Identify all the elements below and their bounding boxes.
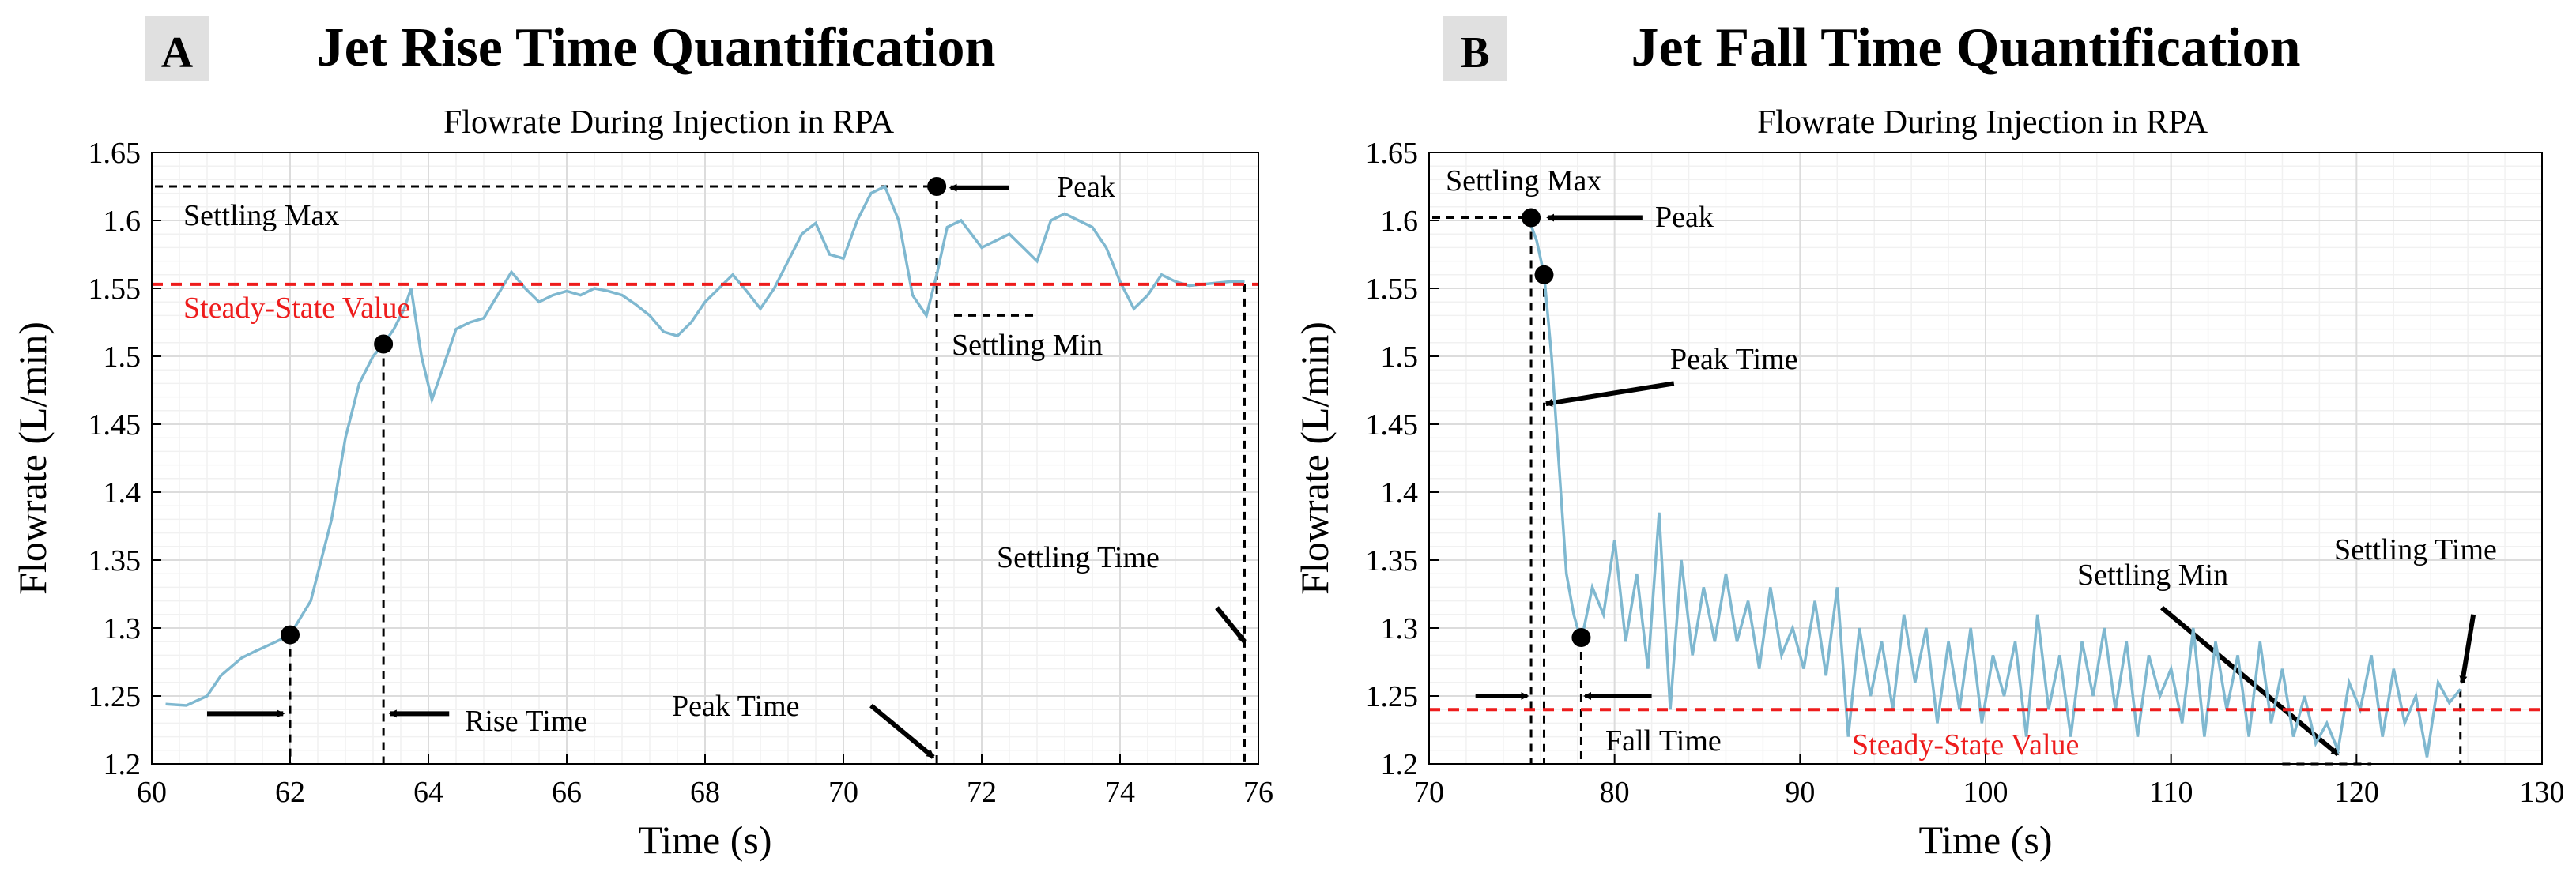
panel-a-plot-frame <box>151 152 1259 765</box>
y-tick-label: 1.45 <box>1366 408 1419 442</box>
x-tick-label: 110 <box>2149 776 2193 809</box>
panel-b-plot-frame <box>1428 152 2543 765</box>
panel-a-settling-max-label: Settling Max <box>183 199 339 232</box>
panel-b-settling-time-label: Settling Time <box>2334 533 2497 566</box>
panel-b-chart-title: Flowrate During Injection in RPA <box>1757 104 2208 141</box>
x-tick-label: 64 <box>413 776 443 809</box>
y-tick-label: 1.35 <box>1366 544 1419 577</box>
panel-b-steady-state-label: Steady-State Value <box>1852 728 2079 762</box>
panel-a-x-ticks: 60 62 64 66 68 70 72 74 76 <box>137 754 1273 809</box>
panel-a-y-axis-label: Flowrate (L/min) <box>10 322 55 595</box>
y-tick-label: 1.55 <box>89 273 141 306</box>
panel-b-y-ticks: 1.2 1.25 1.3 1.35 1.4 1.45 1.5 1.55 1.6 1.65 <box>1366 137 1439 781</box>
panel-b-annotations <box>1432 213 2476 766</box>
x-tick-label: 66 <box>552 776 582 809</box>
y-tick-label: 1.25 <box>89 680 141 713</box>
panel-a-settling-min-label: Settling Min <box>952 329 1103 362</box>
y-tick-label: 1.5 <box>1381 340 1419 374</box>
panel-b-plot: 70 80 90 100 110 120 130 1.2 1.25 1.3 1.35 1.4 1.45… <box>1366 137 2565 809</box>
x-tick-label: 70 <box>1414 776 1444 809</box>
y-tick-label: 1.3 <box>1381 612 1419 645</box>
panel-a-x-axis-label: Time (s) <box>638 818 771 862</box>
settling-time-arrow <box>2459 614 2476 684</box>
y-tick-label: 1.4 <box>1381 476 1419 510</box>
panel-a-plot: 60 62 64 66 68 70 72 74 76 1.2 1.25 1.3 1.35 1.4 1.45… <box>89 137 1274 809</box>
data-point-marker <box>1534 265 1554 284</box>
y-tick-label: 1.5 <box>104 340 141 374</box>
y-tick-label: 1.6 <box>1381 205 1419 238</box>
panel-a-annotations <box>155 183 1247 764</box>
y-tick-label: 1.45 <box>89 408 141 442</box>
panel-b-settling-min-label: Settling Min <box>2077 559 2228 592</box>
panel-b-letter-badge <box>1443 16 1507 81</box>
panel-a-letter-badge <box>145 16 209 81</box>
x-tick-label: 120 <box>2334 776 2379 809</box>
y-tick-label: 1.3 <box>104 612 141 645</box>
panel-b-x-axis-label: Time (s) <box>1918 818 2052 862</box>
panel-b-peak-time-label: Peak Time <box>1670 343 1798 376</box>
panel-a-settling-time-label: Settling Time <box>997 541 1160 574</box>
data-point-marker <box>1571 628 1591 648</box>
x-tick-label: 74 <box>1105 776 1135 809</box>
y-tick-label: 1.35 <box>89 544 141 577</box>
panel-a-y-ticks: 1.2 1.25 1.3 1.35 1.4 1.45 1.5 1.55 1.6 1.65 <box>89 137 161 781</box>
y-tick-label: 1.4 <box>104 476 141 510</box>
x-tick-label: 90 <box>1785 776 1815 809</box>
y-tick-label: 1.65 <box>89 137 141 170</box>
x-tick-label: 72 <box>967 776 997 809</box>
x-tick-label: 68 <box>690 776 720 809</box>
x-tick-label: 62 <box>275 776 305 809</box>
x-tick-label: 130 <box>2520 776 2565 809</box>
panel-b-fall-time-label: Fall Time <box>1605 724 1722 758</box>
y-tick-label: 1.65 <box>1366 137 1419 170</box>
panel-b-heading: Jet Fall Time Quantification <box>1631 17 2300 78</box>
panel-b-grid <box>1428 152 2543 765</box>
panel-a-peak-time-label: Peak Time <box>672 690 800 723</box>
panel-b-x-ticks: 70 80 90 100 110 120 130 <box>1414 754 2565 809</box>
x-tick-label: 100 <box>1963 776 2008 809</box>
y-tick-label: 1.2 <box>1381 748 1419 781</box>
panel-b-y-axis-label: Flowrate (L/min) <box>1292 322 1337 595</box>
peak-time-arrow <box>869 703 935 759</box>
panel-a-peak-label: Peak <box>1057 171 1115 204</box>
peak-time-arrow <box>1544 381 1675 407</box>
panel-a-markers <box>281 177 947 645</box>
panel-a: A Jet Rise Time Quantification Flowrate … <box>10 16 1273 862</box>
x-tick-label: 70 <box>828 776 858 809</box>
data-point-marker <box>927 177 947 196</box>
panel-b-settling-max-label: Settling Max <box>1446 164 1601 197</box>
panel-a-letter: A <box>161 28 194 77</box>
panel-a-chart-title: Flowrate During Injection in RPA <box>443 104 895 141</box>
data-point-marker <box>374 334 394 354</box>
panel-b-peak-label: Peak <box>1655 201 1714 234</box>
x-tick-label: 60 <box>137 776 167 809</box>
y-tick-label: 1.2 <box>104 748 141 781</box>
data-point-marker <box>1522 208 1541 228</box>
panel-a-rise-time-label: Rise Time <box>465 705 587 738</box>
x-tick-label: 76 <box>1243 776 1273 809</box>
settling-time-arrow <box>1215 606 1247 644</box>
x-tick-label: 80 <box>1600 776 1630 809</box>
y-tick-label: 1.25 <box>1366 680 1419 713</box>
settling-min-arrow <box>2160 605 2340 757</box>
panel-b-letter: B <box>1460 28 1489 77</box>
y-tick-label: 1.6 <box>104 205 141 238</box>
data-point-marker <box>281 625 300 645</box>
panel-b-series-line <box>1528 220 2462 758</box>
y-tick-label: 1.55 <box>1366 273 1419 306</box>
panel-a-steady-state-label: Steady-State Value <box>183 292 410 325</box>
panel-b: B Jet Fall Time Quantification Flowrate … <box>1292 16 2565 862</box>
panel-a-heading: Jet Rise Time Quantification <box>317 17 996 78</box>
panel-a-grid <box>151 152 1259 765</box>
panel-b-markers <box>1522 208 1591 648</box>
